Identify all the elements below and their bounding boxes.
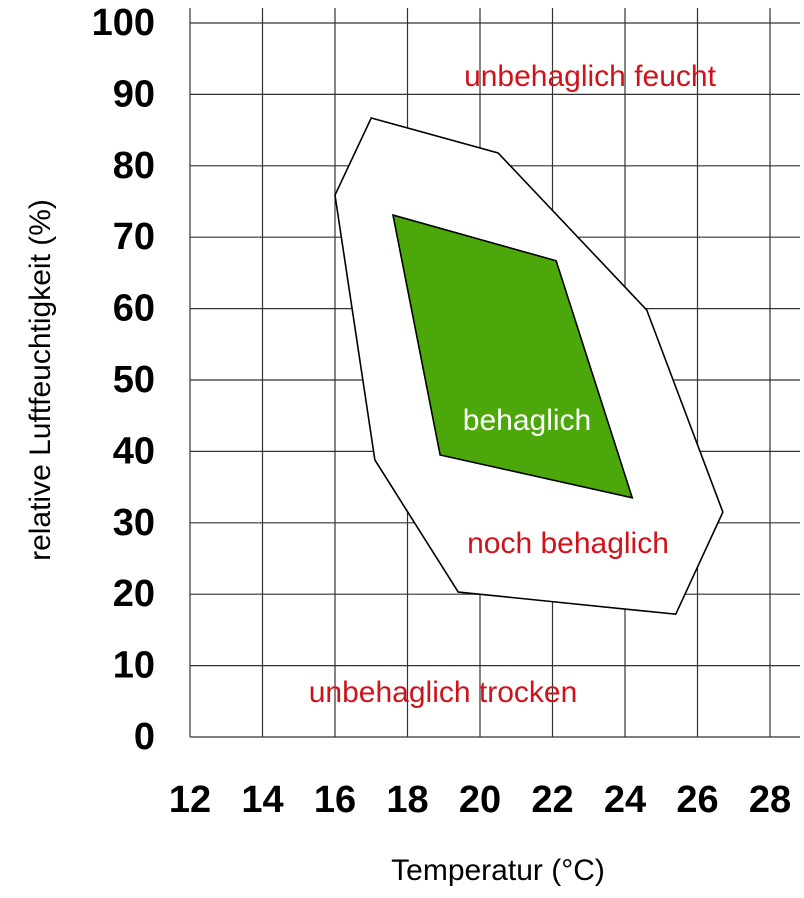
y-tick-label: 90 xyxy=(113,73,155,115)
y-tick-label: 50 xyxy=(113,359,155,401)
y-tick-label: 100 xyxy=(92,2,155,44)
x-tick-label: 12 xyxy=(169,779,211,821)
y-tick-label: 40 xyxy=(113,430,155,472)
region xyxy=(391,213,634,499)
x-tick-label: 22 xyxy=(531,779,573,821)
x-tick-label: 26 xyxy=(676,779,718,821)
y-tick-label: 80 xyxy=(113,145,155,187)
y-axis-label: relative Luftfeuchtigkeit (%) xyxy=(24,199,57,561)
x-tick-label: 24 xyxy=(604,779,646,821)
annotation: unbehaglich feucht xyxy=(464,60,717,93)
x-axis-label: Temperatur (°C) xyxy=(391,854,605,887)
x-tick-label: 28 xyxy=(749,779,791,821)
y-tick-label: 60 xyxy=(113,288,155,330)
y-tick-label: 70 xyxy=(113,216,155,258)
x-tick-label: 16 xyxy=(314,779,356,821)
annotation: unbehaglich trocken xyxy=(309,676,578,709)
y-tick-label: 20 xyxy=(113,573,155,615)
y-tick-label: 0 xyxy=(134,716,155,758)
annotation: behaglich xyxy=(463,404,591,437)
y-tick-label: 30 xyxy=(113,502,155,544)
x-tick-label: 14 xyxy=(241,779,283,821)
annotation: noch behaglich xyxy=(467,527,669,560)
y-tick-label: 10 xyxy=(113,645,155,687)
x-tick-label: 20 xyxy=(459,779,501,821)
x-tick-label: 18 xyxy=(386,779,428,821)
